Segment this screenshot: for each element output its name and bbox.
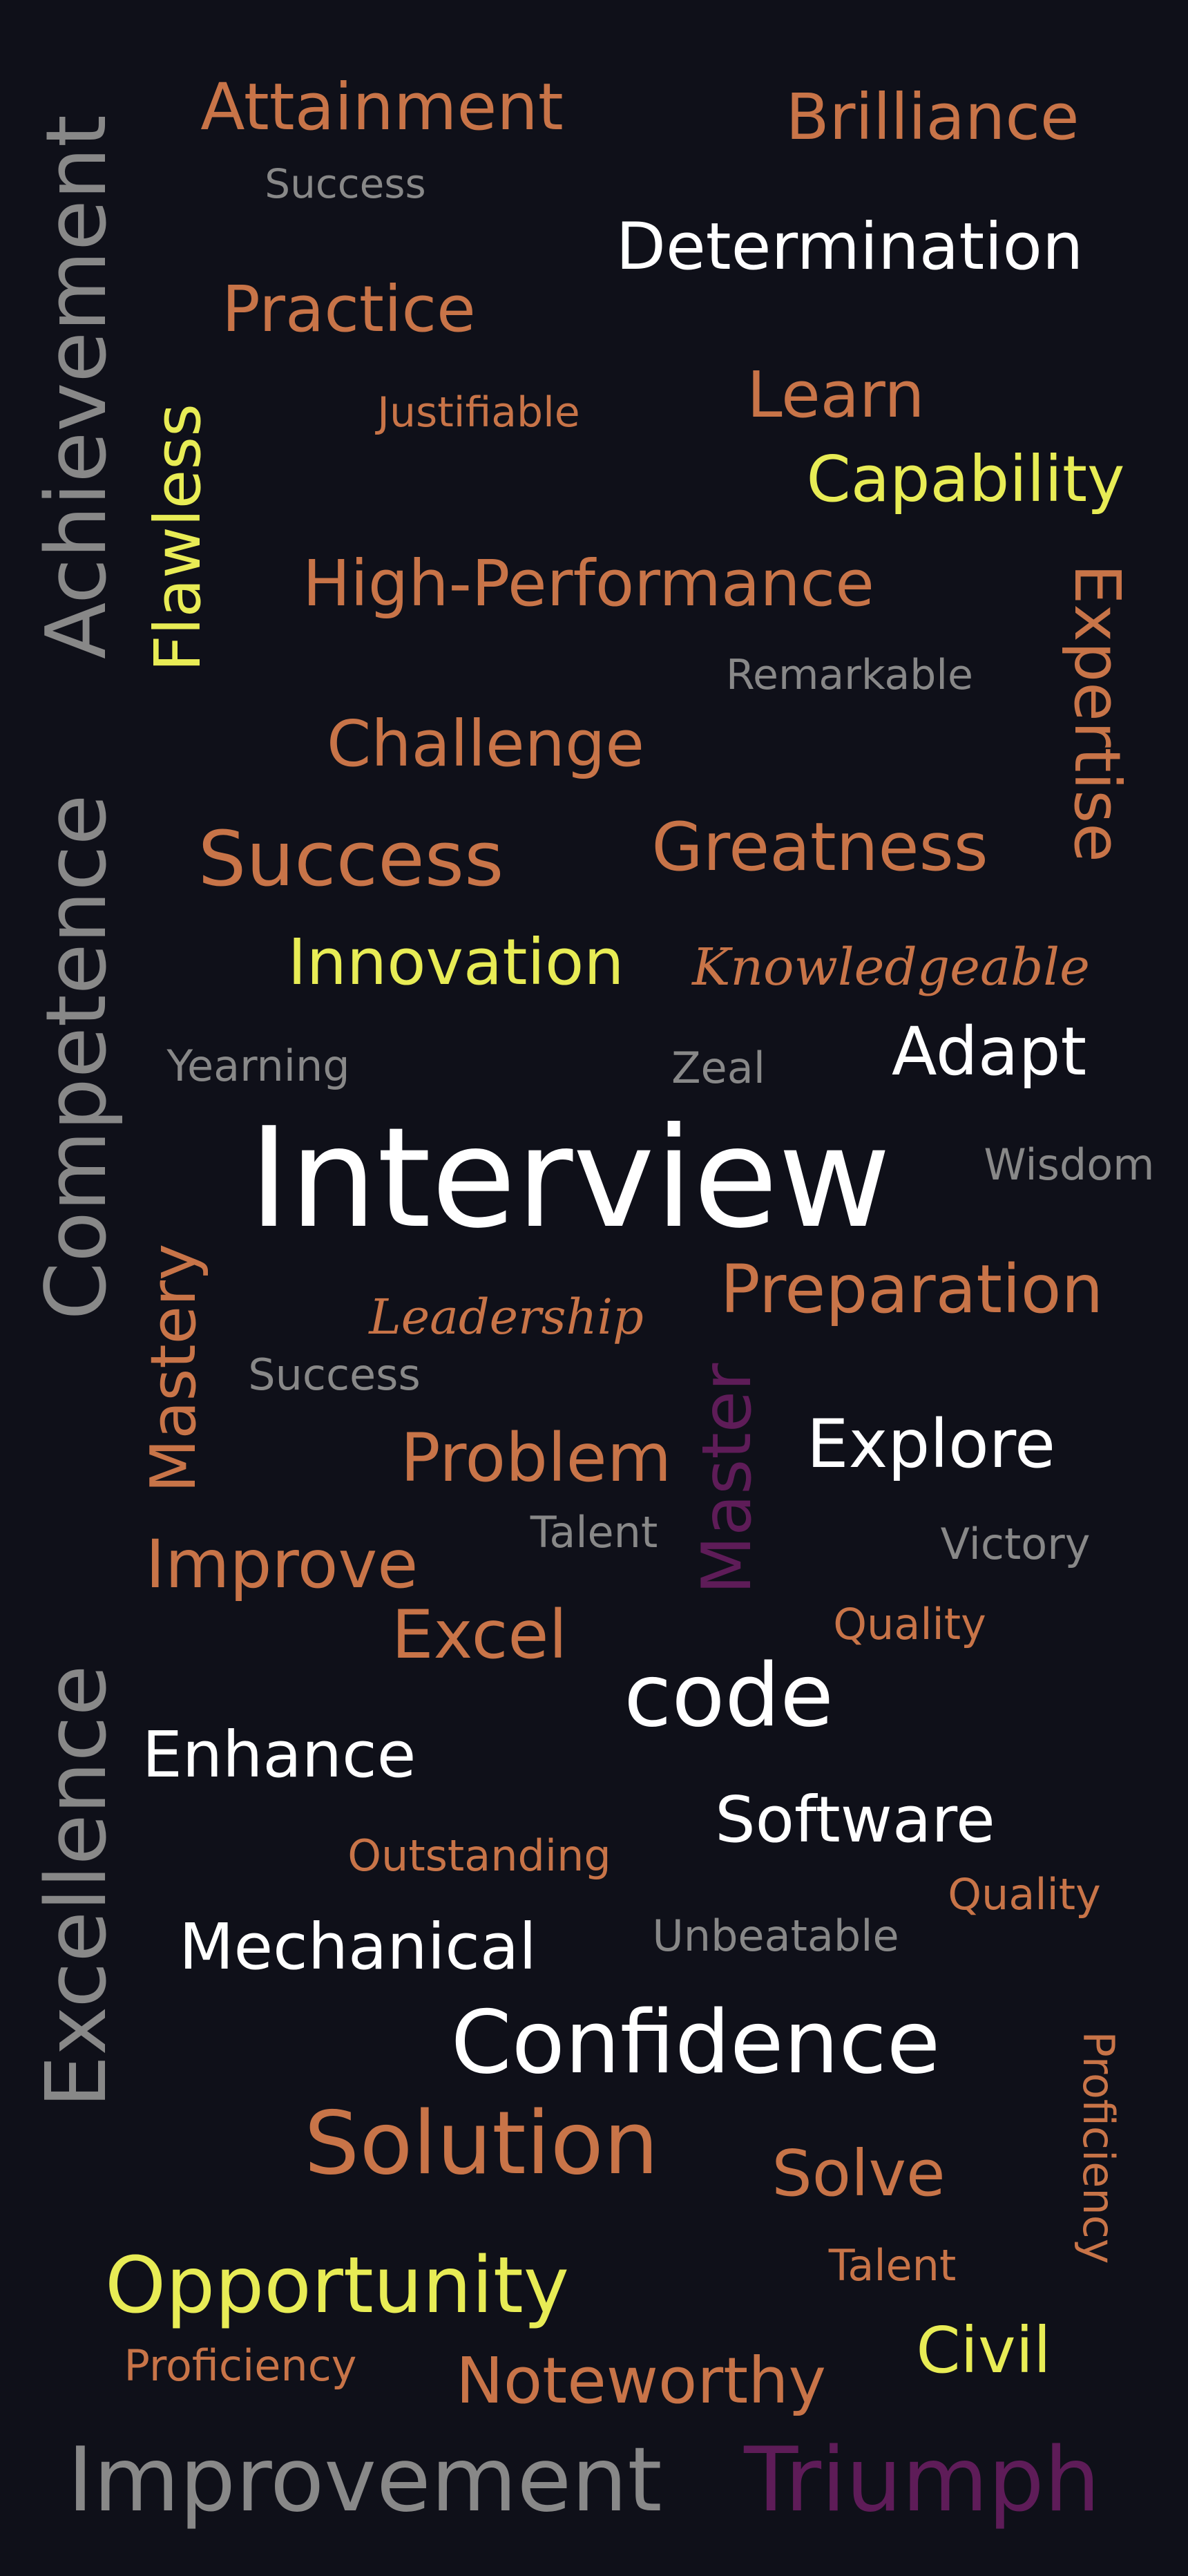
word: Excellence: [29, 1665, 125, 2108]
word: Master: [688, 1363, 767, 1595]
word: Competence: [29, 794, 125, 1320]
word: Preparation: [720, 1251, 1104, 1328]
word: Success: [198, 815, 504, 903]
word: Improvement: [67, 2429, 662, 2532]
word: Mechanical: [179, 1910, 537, 1984]
word: Wisdom: [984, 1139, 1155, 1190]
word: Flawless: [141, 403, 215, 672]
word: Leadership: [369, 1289, 644, 1345]
word: Proficiency: [124, 2340, 357, 2391]
word: code: [624, 1645, 834, 1746]
word: Expertise: [1060, 564, 1134, 862]
word: Brilliance: [785, 80, 1080, 154]
word: Mastery: [137, 1243, 210, 1493]
word: Innovation: [287, 925, 624, 999]
word: Outstanding: [347, 1830, 611, 1881]
word: Attainment: [200, 70, 564, 145]
word: Remarkable: [726, 651, 973, 699]
word: Improve: [145, 1526, 419, 1603]
word: Knowledgeable: [692, 938, 1090, 997]
word: Success: [265, 160, 426, 207]
word: Achievement: [29, 115, 125, 659]
word: Unbeatable: [652, 1911, 899, 1961]
word: Challenge: [327, 707, 644, 781]
word: Success: [248, 1349, 421, 1400]
word: Justifiable: [377, 388, 580, 437]
word: Capability: [806, 442, 1125, 516]
word: Talent: [530, 1507, 658, 1557]
word: Excel: [391, 1596, 568, 1674]
word: Problem: [400, 1419, 672, 1497]
word: Solve: [772, 2137, 946, 2210]
word: Explore: [806, 1405, 1056, 1483]
word: Victory: [940, 1519, 1091, 1569]
word: Determination: [615, 209, 1084, 285]
word: Yearning: [166, 1041, 350, 1091]
word: Software: [715, 1783, 995, 1857]
word: Opportunity: [104, 2241, 570, 2331]
word: Confidence: [450, 1991, 941, 2093]
word: Talent: [828, 2240, 957, 2291]
word: Triumph: [744, 2429, 1100, 2532]
word: High-Performance: [303, 547, 874, 621]
word: Greatness: [651, 808, 988, 886]
word: Civil: [916, 2313, 1051, 2387]
word: Quality: [948, 1869, 1101, 1920]
word: Proficiency: [1073, 2031, 1124, 2264]
word: Practice: [222, 272, 476, 346]
word: Adapt: [891, 1013, 1087, 1090]
word: Quality: [833, 1599, 986, 1649]
word: Enhance: [142, 1718, 416, 1792]
word: Learn: [747, 358, 925, 432]
word: Noteworthy: [456, 2344, 826, 2418]
word: Solution: [304, 2092, 659, 2194]
word: Interview: [249, 1098, 891, 1259]
word: Zeal: [671, 1043, 765, 1093]
